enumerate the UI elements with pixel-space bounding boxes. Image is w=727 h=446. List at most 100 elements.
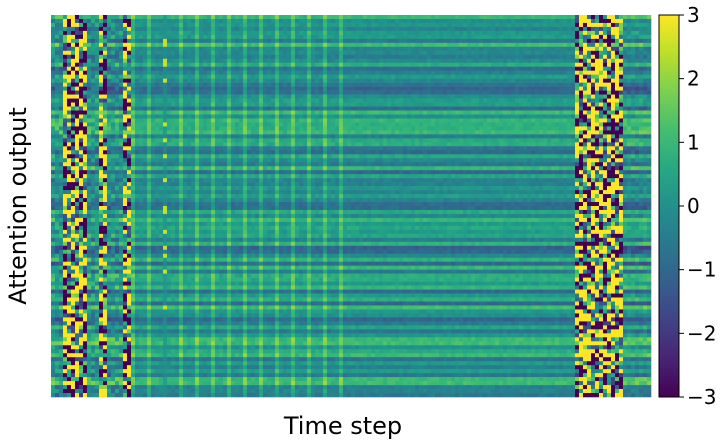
heatmap-cell [275,114,280,119]
heatmap-cell [515,42,520,48]
heatmap-cell [547,58,552,64]
heatmap-cell [335,26,340,32]
heatmap-cell [515,50,520,56]
heatmap-cell [75,66,80,72]
heatmap-cell [603,30,608,36]
heatmap-cell [575,15,580,20]
heatmap-cell [511,138,516,143]
heatmap-cell [119,146,124,151]
heatmap-cell [339,18,344,24]
heatmap-cell [499,66,504,72]
heatmap-cell [383,66,388,72]
heatmap-cell [543,70,548,75]
heatmap-cell [427,86,432,91]
heatmap-cell [459,18,464,24]
heatmap-cell [539,134,544,139]
heatmap-cell [163,66,168,72]
heatmap-cell [563,94,568,99]
heatmap-cell [67,26,72,32]
heatmap-cell [315,106,320,111]
heatmap-cell [155,66,160,72]
heatmap-cell [147,38,152,44]
heatmap-cell [483,110,488,115]
heatmap-cell [215,30,220,36]
heatmap-cell [587,15,592,20]
heatmap-cell [499,110,504,115]
heatmap-cell [159,70,164,75]
heatmap-cell [327,86,332,91]
heatmap-cell [227,110,232,115]
heatmap-cell [435,122,440,127]
heatmap-cell [263,66,268,72]
heatmap-cell [227,46,232,52]
heatmap-cell [263,38,268,44]
heatmap-cell [59,90,64,95]
heatmap-cell [91,38,96,44]
heatmap-cell [431,46,436,52]
heatmap-cell [303,42,308,48]
heatmap-cell [487,34,492,40]
heatmap-cell [395,42,400,48]
heatmap-cell [279,126,284,131]
heatmap-cell [95,38,100,44]
heatmap-cell [203,74,208,79]
heatmap-cell [343,22,348,28]
heatmap-cell [275,90,280,95]
heatmap-cell [87,90,92,95]
heatmap-cell [207,134,212,139]
heatmap-cell [615,106,620,111]
heatmap-cell [551,102,556,107]
heatmap-cell [459,102,464,107]
heatmap-cell [399,106,404,111]
heatmap-cell [319,110,324,115]
heatmap-cell [163,58,168,64]
heatmap-cell [327,106,332,111]
heatmap-cell [311,142,316,147]
heatmap-cell [263,78,268,83]
heatmap-cell [471,34,476,40]
heatmap-cell [467,18,472,24]
heatmap-cell [219,15,224,20]
heatmap-cell [411,106,416,111]
heatmap-cell [459,50,464,56]
heatmap-cell [263,94,268,99]
heatmap-cell [443,110,448,115]
heatmap-cell [387,106,392,111]
heatmap-cell [399,46,404,52]
heatmap-cell [63,94,68,99]
heatmap-cell [131,98,136,103]
heatmap-cell [63,26,68,32]
heatmap-cell [155,15,160,20]
heatmap-cell [131,94,136,99]
heatmap-cell [483,118,488,123]
heatmap-cell [107,38,112,44]
heatmap-cell [355,26,360,32]
heatmap-cell [135,58,140,64]
heatmap-cell [247,126,252,131]
heatmap-cell [263,15,268,20]
heatmap-cell [399,26,404,32]
heatmap-cell [375,18,380,24]
heatmap-cell [159,42,164,48]
heatmap-cell [199,146,204,151]
heatmap-cell [435,138,440,143]
heatmap-cell [203,62,208,68]
heatmap-cell [495,102,500,107]
heatmap-cell [259,90,264,95]
heatmap-cell [231,138,236,143]
heatmap-cell [543,42,548,48]
heatmap-cell [507,94,512,99]
heatmap-cell [575,114,580,119]
heatmap-cell [99,90,104,95]
heatmap-cell [487,98,492,103]
heatmap-cell [491,82,496,87]
heatmap-cell [507,22,512,28]
heatmap-cell [171,66,176,72]
heatmap-cell [87,54,92,60]
heatmap-cell [475,134,480,139]
heatmap-cell [67,98,72,103]
heatmap-cell [95,42,100,48]
heatmap-cell [539,106,544,111]
heatmap-cell [427,42,432,48]
heatmap-cell [171,38,176,44]
